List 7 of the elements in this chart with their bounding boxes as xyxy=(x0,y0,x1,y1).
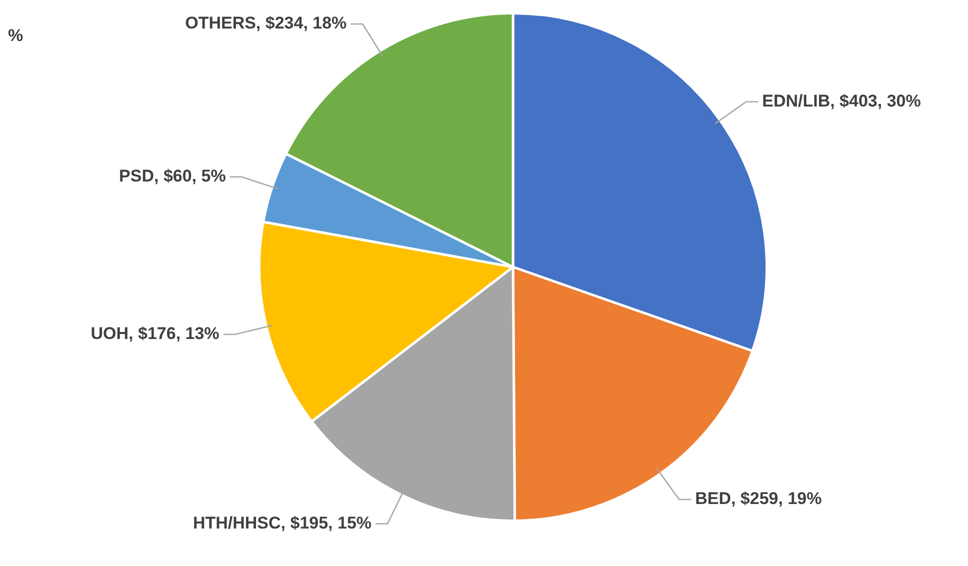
slice-label: OTHERS, $234, 18% xyxy=(185,14,347,33)
slice-label: EDN/LIB, $403, 30% xyxy=(762,91,921,110)
slice-label: PSD, $60, 5% xyxy=(119,166,226,186)
slice-label: HTH/HHSC, $195, 15% xyxy=(192,513,372,532)
text: % xyxy=(8,26,24,46)
slice-label: BED, $259, 19% xyxy=(695,489,822,508)
slice-label: UOH, $176, 13% xyxy=(90,324,220,344)
